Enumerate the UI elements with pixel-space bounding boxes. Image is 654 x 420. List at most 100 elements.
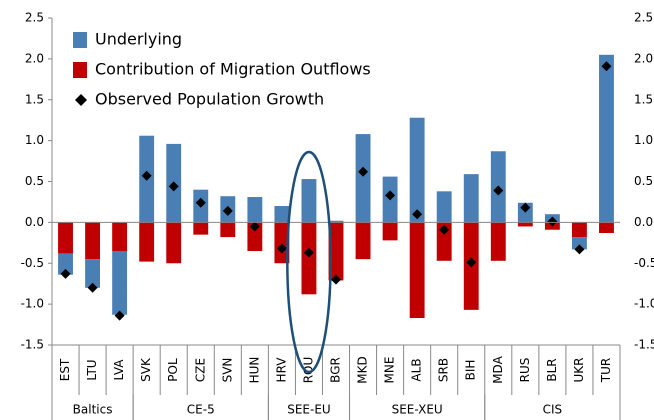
x-tick-label: MDA — [491, 355, 505, 383]
marker — [520, 202, 531, 213]
y-tick-label: 1.5 — [25, 92, 44, 106]
marker — [385, 190, 396, 201]
x-tick-label: HRV — [274, 357, 288, 383]
bar — [328, 220, 344, 223]
x-tick-label: CZE — [193, 358, 207, 382]
bar — [166, 222, 182, 264]
bar — [301, 179, 317, 223]
legend-label: Contribution of Migration Outflows — [95, 60, 371, 79]
marker — [222, 205, 233, 216]
bar — [112, 250, 128, 315]
marker — [601, 61, 612, 72]
x-tick-label: BGR — [329, 357, 343, 383]
y-tick-label: 2.5 — [25, 11, 44, 25]
legend-marker — [75, 94, 87, 106]
y-tick-label: 1.0 — [25, 133, 44, 147]
marker — [168, 181, 179, 192]
marker — [114, 310, 125, 321]
marker — [547, 216, 558, 227]
y-tick-label: -0.5 — [21, 256, 44, 270]
legend-label: Underlying — [95, 30, 182, 49]
y2-tick-label: 2.5 — [634, 11, 653, 25]
x-tick-label: ROU — [301, 357, 315, 384]
bar — [517, 222, 533, 227]
marker — [303, 247, 314, 258]
bar — [220, 222, 236, 238]
bar — [571, 237, 587, 250]
y2-tick-label: 0.5 — [634, 174, 653, 188]
x-tick-label: SVN — [220, 358, 234, 383]
x-tick-label: RUS — [518, 358, 532, 383]
x-tick-label: LTU — [85, 359, 99, 380]
marker — [276, 243, 287, 254]
marker — [60, 268, 71, 279]
bar — [571, 222, 587, 238]
bar — [139, 222, 155, 262]
group-label: Baltics — [73, 403, 113, 417]
y2-tick-label: -1.0 — [634, 297, 654, 311]
marker — [439, 224, 450, 235]
bar — [58, 253, 73, 275]
x-tick-label: HUN — [247, 357, 261, 384]
marker — [466, 257, 477, 268]
y2-tick-label: 1.5 — [634, 92, 653, 106]
x-tick-label: MNE — [383, 357, 397, 384]
bar — [247, 222, 263, 251]
x-tick-label: MKD — [356, 356, 370, 383]
bar — [409, 117, 425, 223]
bar — [85, 222, 101, 260]
x-tick-label: BIH — [464, 360, 478, 381]
x-tick-label: LVA — [112, 359, 126, 381]
bar — [409, 222, 425, 319]
y-tick-label: 0.5 — [25, 174, 44, 188]
marker — [249, 221, 260, 232]
y2-tick-label: 2.0 — [634, 51, 653, 65]
bar — [112, 222, 128, 251]
marker — [574, 244, 585, 255]
group-label: SEE-EU — [287, 403, 330, 417]
y-tick-label: -1.5 — [21, 338, 44, 352]
marker — [412, 209, 423, 220]
highlight-ellipse — [286, 150, 332, 374]
bar — [301, 222, 317, 295]
bar — [274, 206, 290, 223]
x-tick-label: TUR — [599, 358, 613, 383]
bar — [355, 134, 371, 223]
x-tick-label: ALB — [410, 358, 424, 381]
legend-label: Observed Population Growth — [95, 90, 324, 109]
bar — [436, 191, 452, 223]
group-label: CIS — [543, 403, 563, 417]
marker — [358, 166, 369, 177]
legend-swatch — [73, 62, 87, 78]
bar — [436, 222, 452, 261]
bar — [599, 54, 614, 223]
bar — [274, 222, 290, 264]
y2-tick-label: -1.5 — [634, 338, 654, 352]
x-tick-label: SRB — [437, 358, 451, 382]
bar — [355, 222, 371, 260]
y-tick-label: 0.0 — [25, 215, 44, 229]
bar — [490, 222, 506, 261]
y-tick-label: 2.0 — [25, 51, 44, 65]
bar — [58, 222, 73, 254]
bar — [599, 222, 614, 234]
bar — [328, 222, 344, 281]
marker — [141, 170, 152, 181]
bar — [382, 222, 398, 241]
marker — [195, 197, 206, 208]
x-tick-label: BLR — [545, 358, 559, 381]
bar — [85, 259, 101, 288]
group-label: SEE-XEU — [392, 403, 443, 417]
group-label: CE-5 — [187, 403, 215, 417]
y-tick-label: -1.0 — [21, 297, 44, 311]
bar — [247, 197, 263, 223]
x-tick-label: EST — [58, 358, 72, 381]
marker — [493, 185, 504, 196]
y2-tick-label: 0.0 — [634, 215, 653, 229]
x-tick-label: POL — [166, 358, 180, 382]
legend-swatch — [73, 32, 87, 48]
y2-tick-label: 1.0 — [634, 133, 653, 147]
marker — [331, 274, 341, 285]
bar — [463, 174, 479, 223]
